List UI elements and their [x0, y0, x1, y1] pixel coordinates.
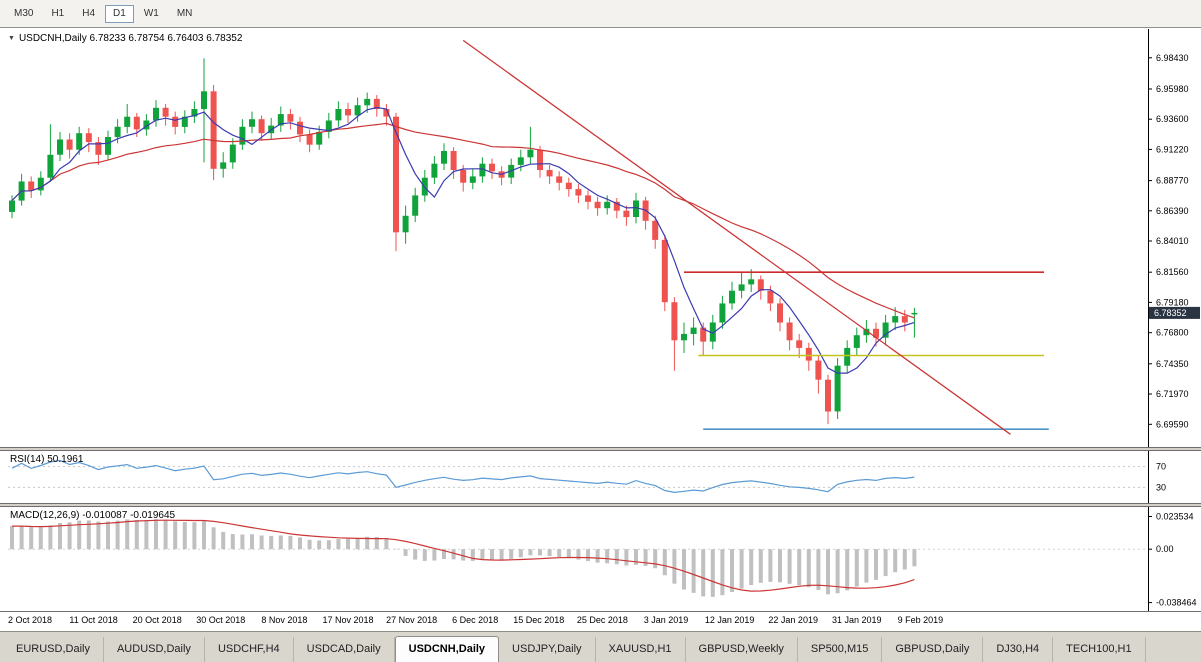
- timeframe-toolbar: M30 H1 H4 D1 W1 MN: [0, 0, 1201, 28]
- svg-text:6.84010: 6.84010: [1156, 236, 1189, 246]
- chart-tab-dj30-h4[interactable]: DJ30,H4: [983, 637, 1054, 662]
- timeframe-button-h1[interactable]: H1: [43, 5, 72, 23]
- svg-text:6.93600: 6.93600: [1156, 114, 1189, 124]
- date-axis-label: 3 Jan 2019: [643, 615, 689, 625]
- chart-tab-usdchf-h4[interactable]: USDCHF,H4: [204, 637, 294, 662]
- date-axis-label: 17 Nov 2018: [322, 615, 374, 625]
- svg-text:-0.038464: -0.038464: [1156, 598, 1197, 608]
- svg-text:6.79180: 6.79180: [1156, 297, 1189, 307]
- macd-indicator-label: MACD(12,26,9) -0.010087 -0.019645: [10, 510, 176, 521]
- date-axis-label: 30 Oct 2018: [196, 615, 246, 625]
- date-axis-label: 9 Feb 2019: [897, 615, 944, 625]
- date-axis-label: 12 Jan 2019: [704, 615, 755, 625]
- time-axis[interactable]: 2 Oct 2018 11 Oct 2018 20 Oct 2018 30 Oct 2…: [0, 611, 1201, 631]
- chart-tab-usdjpy-daily[interactable]: USDJPY,Daily: [499, 637, 596, 662]
- svg-text:30: 30: [1156, 482, 1166, 492]
- svg-text:6.78352: 6.78352: [1154, 308, 1187, 318]
- svg-text:6.98430: 6.98430: [1156, 53, 1189, 63]
- chart-tab-sp500-m15[interactable]: SP500,M15: [797, 637, 883, 662]
- svg-text:0.023534: 0.023534: [1156, 512, 1194, 522]
- date-axis-label: 27 Nov 2018: [386, 615, 438, 625]
- chart-menu-icon[interactable]: ▼: [8, 35, 15, 42]
- pane-splitter[interactable]: [0, 503, 1201, 507]
- chart-tab-usdcnh-daily[interactable]: USDCNH,Daily: [394, 636, 500, 662]
- rsi-indicator-panel[interactable]: 70 30: [0, 451, 1201, 503]
- svg-text:6.95980: 6.95980: [1156, 84, 1189, 94]
- timeframe-button-m30[interactable]: M30: [6, 5, 41, 23]
- date-axis-label: 22 Jan 2019: [768, 615, 818, 625]
- svg-text:6.76800: 6.76800: [1156, 328, 1189, 338]
- timeframe-button-mn[interactable]: MN: [169, 5, 201, 23]
- chart-tab-gbpusd-weekly[interactable]: GBPUSD,Weekly: [685, 637, 798, 662]
- chart-tab-xauusd-h1[interactable]: XAUUSD,H1: [595, 637, 686, 662]
- date-axis-label: 31 Jan 2019: [832, 615, 882, 625]
- timeframe-button-d1[interactable]: D1: [105, 4, 134, 23]
- chart-tab-usdcad-daily[interactable]: USDCAD,Daily: [293, 637, 395, 662]
- chart-title: ▼ USDCNH,Daily 6.78233 6.78754 6.76403 6…: [8, 33, 242, 44]
- date-axis-label: 11 Oct 2018: [69, 615, 118, 625]
- chart-tab-bar: EURUSD,Daily AUDUSD,Daily USDCHF,H4 USDCAD,…: [0, 631, 1201, 662]
- date-axis-label: 6 Dec 2018: [452, 615, 499, 625]
- svg-text:70: 70: [1156, 462, 1166, 472]
- svg-text:0.00: 0.00: [1156, 544, 1174, 554]
- svg-text:6.88770: 6.88770: [1156, 176, 1189, 186]
- chart-title-text: USDCNH,Daily 6.78233 6.78754 6.76403 6.7…: [18, 33, 243, 44]
- svg-text:6.91220: 6.91220: [1156, 144, 1189, 154]
- svg-text:6.81560: 6.81560: [1156, 267, 1189, 277]
- date-axis-label: 15 Dec 2018: [513, 615, 565, 625]
- rsi-indicator-label: RSI(14) 50.1961: [10, 454, 84, 465]
- date-axis-label: 25 Dec 2018: [576, 615, 628, 625]
- svg-text:6.71970: 6.71970: [1156, 389, 1189, 399]
- chart-tab-audusd-daily[interactable]: AUDUSD,Daily: [103, 637, 205, 662]
- main-price-chart[interactable]: 6.98430 6.95980 6.93600 6.91220 6.88770 6.863…: [0, 29, 1201, 447]
- svg-text:6.69590: 6.69590: [1156, 419, 1189, 429]
- svg-text:6.74350: 6.74350: [1156, 359, 1189, 369]
- timeframe-button-h4[interactable]: H4: [74, 5, 103, 23]
- date-axis-label: 8 Nov 2018: [261, 615, 308, 625]
- date-axis-label: 2 Oct 2018: [7, 615, 53, 625]
- macd-indicator-panel[interactable]: 0.023534 0.00 -0.038464: [0, 507, 1201, 611]
- chart-tab-eurusd-daily[interactable]: EURUSD,Daily: [3, 637, 104, 662]
- chart-window: 6.98430 6.95980 6.93600 6.91220 6.88770 6.863…: [0, 29, 1201, 631]
- svg-text:6.86390: 6.86390: [1156, 206, 1189, 216]
- date-axis-label: 20 Oct 2018: [132, 615, 182, 625]
- chart-tab-tech100-h1[interactable]: TECH100,H1: [1053, 637, 1146, 662]
- pane-splitter[interactable]: [0, 447, 1201, 451]
- chart-tab-gbpusd-daily[interactable]: GBPUSD,Daily: [882, 637, 984, 662]
- timeframe-button-w1[interactable]: W1: [136, 5, 167, 23]
